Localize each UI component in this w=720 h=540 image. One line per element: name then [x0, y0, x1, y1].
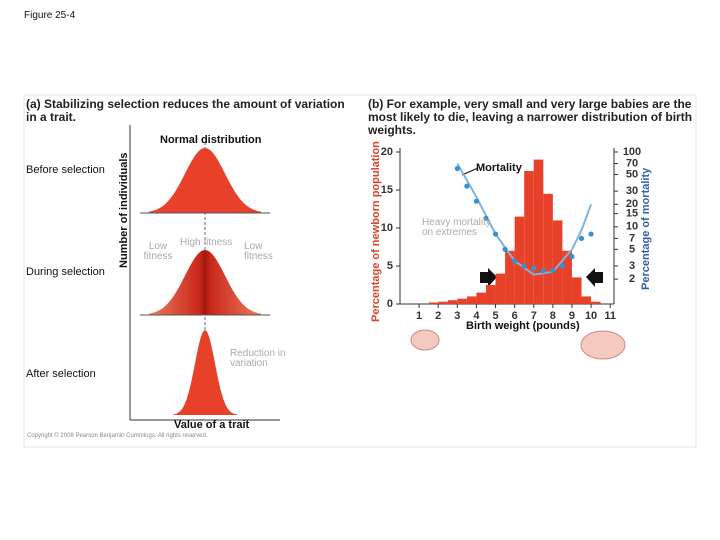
y-tick-label: 5: [387, 260, 393, 272]
annotation: Reduction in variation: [230, 348, 286, 369]
bar: [466, 296, 477, 304]
baby-small: [410, 329, 440, 351]
mortality-point: [559, 263, 566, 269]
y2-tick-label: 3: [629, 260, 635, 272]
baby-large: [580, 330, 626, 360]
mortality-point: [512, 258, 518, 264]
x-tick-label: 9: [569, 310, 575, 322]
y-tick-label: 10: [381, 222, 393, 234]
slide-title: Figure 25-4: [24, 10, 76, 21]
mortality-point: [492, 231, 499, 237]
bar: [428, 302, 439, 304]
copyright: Copyright © 2008 Pearson Benjamin Cummin…: [27, 433, 208, 439]
fitness-label: High fitness: [180, 237, 233, 248]
bar: [552, 220, 563, 304]
x-tick-label: 6: [512, 310, 518, 322]
annotation: Heavy mortality on extremes: [422, 217, 491, 238]
y2-tick-label: 2: [629, 273, 635, 285]
y-axis-label: Percentage of newborn population: [370, 141, 382, 322]
stage-label: After selection: [26, 368, 96, 380]
mortality-point: [521, 263, 527, 269]
x-tick-label: 5: [492, 310, 498, 322]
y2-tick-label: 7: [629, 232, 635, 244]
y-tick-label: 0: [387, 298, 393, 310]
y2-tick-label: 70: [626, 157, 638, 169]
panel-a-caption: (a) Stabilizing selection reduces the am…: [26, 97, 345, 124]
mortality-point: [531, 265, 537, 271]
mortality-point: [483, 215, 489, 221]
mortality-pointer: [461, 167, 479, 176]
bar: [571, 277, 582, 304]
stage-label: During selection: [26, 266, 105, 278]
distribution-shape: [173, 330, 237, 415]
bar: [457, 298, 467, 304]
y2-tick-label: 5: [629, 243, 635, 255]
bar: [543, 193, 553, 304]
y2-axis-label: Percentage of mortality: [640, 167, 652, 290]
panel-b-caption: (b) For example, very small and very lar…: [368, 97, 693, 137]
y-axis-label: Number of individuals: [118, 152, 130, 268]
x-tick-label: 1: [416, 310, 422, 322]
arrow-right: [586, 268, 603, 287]
bar: [495, 273, 506, 304]
mortality-point: [578, 235, 585, 242]
x-tick-label: 3: [454, 310, 460, 322]
y2-tick-label: 20: [626, 198, 638, 210]
mortality-point: [454, 165, 460, 172]
bar: [514, 216, 525, 304]
x-axis-label: Birth weight (pounds): [466, 320, 580, 332]
x-tick-label: 10: [585, 310, 597, 322]
mortality-point: [588, 231, 594, 237]
bar: [438, 301, 448, 304]
x-tick-label: 8: [550, 310, 556, 322]
mortality-point: [569, 253, 575, 260]
label: Normal distribution: [160, 134, 262, 146]
figure-frame: [23, 94, 697, 448]
y2-tick-label: 30: [626, 185, 638, 197]
panel-a-graphics: [129, 125, 280, 421]
x-tick-label: 11: [604, 310, 616, 322]
mortality-point: [464, 183, 470, 189]
distribution-shape: [149, 148, 261, 213]
y-tick-label: 15: [381, 184, 393, 196]
distribution-shape: [149, 250, 261, 315]
bar: [533, 159, 544, 304]
bar: [447, 300, 458, 304]
y2-tick-label: 10: [626, 221, 638, 233]
mortality-point: [502, 246, 508, 252]
mortality-curve: [456, 163, 593, 276]
arrow-left: [480, 268, 497, 287]
bar: [581, 296, 592, 304]
bar: [591, 301, 601, 304]
stage-label: Before selection: [26, 164, 105, 176]
annotation: Mortality: [476, 162, 522, 174]
bar: [505, 250, 515, 304]
fitness-label: Low fitness: [143, 241, 173, 262]
y2-tick-label: 100: [623, 146, 641, 158]
mortality-point: [540, 267, 546, 274]
mortality-point: [473, 198, 480, 204]
x-axis-label: Value of a trait: [174, 419, 250, 431]
bar: [524, 171, 534, 304]
x-tick-label: 4: [473, 310, 480, 322]
x-tick-label: 2: [435, 310, 441, 322]
fitness-label: Low fitness: [244, 241, 273, 262]
y-tick-label: 20: [381, 146, 393, 158]
x-tick-label: 7: [531, 310, 537, 322]
bar: [485, 285, 496, 304]
y2-tick-label: 15: [626, 208, 638, 220]
y2-tick-label: 50: [626, 168, 638, 180]
bar: [476, 292, 486, 304]
mortality-point: [550, 267, 556, 274]
bar: [562, 250, 572, 304]
